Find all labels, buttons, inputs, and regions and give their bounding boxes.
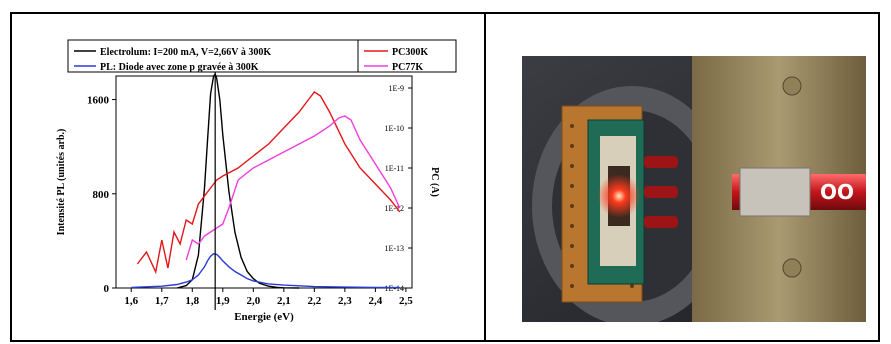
legend-right-label: PC77K (392, 62, 423, 73)
x-tick-label: 1,9 (216, 295, 230, 307)
series-line-0 (176, 72, 300, 289)
x-tick-label: 2,0 (246, 295, 260, 307)
legend-left-label: PL: Diode avec zone p gravée à 300K (100, 62, 259, 73)
device-photo-drawing: OO (522, 56, 866, 322)
y-left-tick-label: 0 (104, 283, 110, 295)
figure-frame (10, 12, 880, 342)
x-tick-label: 2,2 (307, 295, 321, 307)
plot-frame (115, 75, 413, 289)
panel-divider (484, 14, 486, 340)
legend-right-label: PC300K (392, 47, 428, 58)
y-right-tick-label: 1E-10 (384, 124, 404, 133)
y-right-tick-label: 1E-9 (388, 84, 404, 93)
legend-left-label: Electrolum: I=200 mA, V=2,66V à 300K (100, 47, 271, 58)
y-right-tick-label: 1E-11 (385, 164, 404, 173)
y-left-axis-label: Intensité PL (unités arb.) (56, 129, 67, 236)
y-right-tick-label: 1E-14 (384, 284, 404, 293)
x-tick-label: 2,4 (369, 295, 383, 307)
series-line-2 (136, 91, 401, 275)
x-tick-label: 1,6 (124, 295, 138, 307)
x-tick-label: 2,3 (338, 295, 352, 307)
device-photo: OO (522, 56, 866, 322)
spectrum-chart: 1,6 1,7 1,8 1,9 2,0 2,1 2,2 2,3 2,4 2,5 0 800 1600 1E… (56, 39, 457, 323)
y-left-tick-label: 1600 (87, 95, 110, 107)
y-right-tick-label: 1E-13 (384, 244, 404, 253)
y-right-tick-label: 1E-12 (384, 204, 404, 213)
x-axis-label: Energie (eV) (234, 311, 294, 323)
series-line-3 (185, 115, 401, 261)
legend-left-box (67, 39, 359, 73)
x-tick-label: 2,1 (277, 295, 291, 307)
y-left-tick-label: 800 (93, 189, 110, 201)
x-tick-label: 2,5 (399, 295, 413, 307)
connector-label: OO (820, 180, 854, 204)
series-line-1 (131, 253, 400, 289)
y-right-axis-label: PC (A) (429, 167, 440, 197)
x-tick-label: 1,8 (185, 295, 199, 307)
x-tick-label: 1,7 (155, 295, 169, 307)
